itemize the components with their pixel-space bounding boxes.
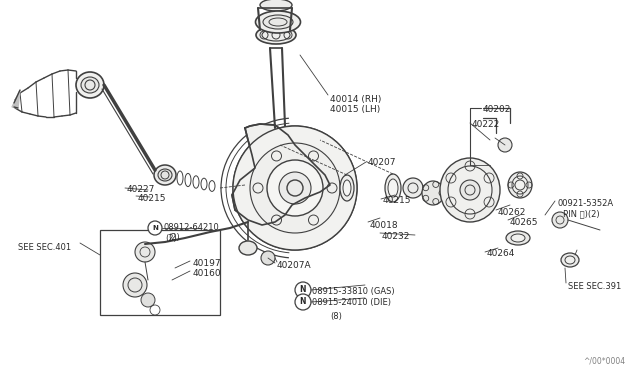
Text: PIN ピ)(2): PIN ピ)(2) bbox=[563, 209, 600, 218]
Text: (2): (2) bbox=[168, 233, 180, 242]
Ellipse shape bbox=[76, 72, 104, 98]
Circle shape bbox=[552, 212, 568, 228]
Text: 40197: 40197 bbox=[193, 259, 221, 268]
Text: SEE SEC.391: SEE SEC.391 bbox=[568, 282, 621, 291]
Circle shape bbox=[295, 282, 311, 298]
Ellipse shape bbox=[511, 234, 525, 242]
Text: N: N bbox=[300, 298, 307, 307]
Circle shape bbox=[267, 160, 323, 216]
Text: 40014 (RH): 40014 (RH) bbox=[330, 95, 381, 104]
Text: 40015 (LH): 40015 (LH) bbox=[330, 105, 380, 114]
Ellipse shape bbox=[508, 172, 532, 198]
Text: 40215: 40215 bbox=[138, 194, 166, 203]
Text: 40227: 40227 bbox=[127, 185, 156, 194]
Circle shape bbox=[261, 251, 275, 265]
Ellipse shape bbox=[260, 0, 292, 11]
Ellipse shape bbox=[388, 179, 398, 197]
Polygon shape bbox=[232, 124, 330, 225]
Ellipse shape bbox=[263, 15, 293, 29]
Text: 40160: 40160 bbox=[193, 269, 221, 278]
Text: 40202: 40202 bbox=[483, 105, 511, 114]
Ellipse shape bbox=[565, 256, 575, 264]
Circle shape bbox=[123, 273, 147, 297]
Text: 40265: 40265 bbox=[510, 218, 538, 227]
Text: 08915-33810 (GAS): 08915-33810 (GAS) bbox=[312, 287, 395, 296]
Circle shape bbox=[279, 172, 311, 204]
Ellipse shape bbox=[239, 241, 257, 255]
Circle shape bbox=[279, 172, 311, 204]
Ellipse shape bbox=[154, 165, 176, 185]
Ellipse shape bbox=[512, 176, 528, 194]
Text: 08912-64210: 08912-64210 bbox=[163, 223, 219, 232]
Text: 40207A: 40207A bbox=[277, 261, 312, 270]
Ellipse shape bbox=[158, 169, 172, 181]
Circle shape bbox=[460, 180, 480, 200]
Text: 40207: 40207 bbox=[368, 158, 397, 167]
Text: 40232: 40232 bbox=[382, 232, 410, 241]
Circle shape bbox=[135, 242, 155, 262]
Text: N: N bbox=[152, 225, 158, 231]
Text: 40222: 40222 bbox=[472, 120, 500, 129]
Text: (8): (8) bbox=[330, 312, 342, 321]
Text: 08915-24010 (DIE): 08915-24010 (DIE) bbox=[312, 298, 391, 307]
Ellipse shape bbox=[561, 253, 579, 267]
Text: 40215: 40215 bbox=[383, 196, 412, 205]
Ellipse shape bbox=[448, 166, 492, 214]
Circle shape bbox=[233, 126, 357, 250]
Circle shape bbox=[250, 143, 340, 233]
Ellipse shape bbox=[506, 231, 530, 245]
Circle shape bbox=[295, 294, 311, 310]
Text: N: N bbox=[300, 285, 307, 295]
Ellipse shape bbox=[385, 174, 401, 202]
Circle shape bbox=[267, 160, 323, 216]
Circle shape bbox=[498, 138, 512, 152]
Text: SEE SEC.401: SEE SEC.401 bbox=[18, 243, 71, 252]
Circle shape bbox=[148, 221, 162, 235]
Bar bbox=[100, 230, 220, 315]
Circle shape bbox=[233, 126, 357, 250]
Ellipse shape bbox=[343, 180, 351, 196]
Text: 00921-5352A: 00921-5352A bbox=[557, 199, 613, 208]
Ellipse shape bbox=[81, 77, 99, 93]
Ellipse shape bbox=[403, 178, 423, 198]
Circle shape bbox=[141, 293, 155, 307]
Text: 40262: 40262 bbox=[498, 208, 526, 217]
Text: ^/00*0004: ^/00*0004 bbox=[583, 356, 625, 365]
Text: 40264: 40264 bbox=[487, 249, 515, 258]
Ellipse shape bbox=[340, 175, 354, 201]
Polygon shape bbox=[12, 90, 20, 108]
Text: 40018: 40018 bbox=[370, 221, 399, 230]
Text: (2): (2) bbox=[165, 234, 177, 243]
Ellipse shape bbox=[255, 11, 301, 33]
Ellipse shape bbox=[440, 158, 500, 222]
Ellipse shape bbox=[256, 26, 296, 44]
Ellipse shape bbox=[422, 181, 444, 205]
Circle shape bbox=[250, 143, 340, 233]
